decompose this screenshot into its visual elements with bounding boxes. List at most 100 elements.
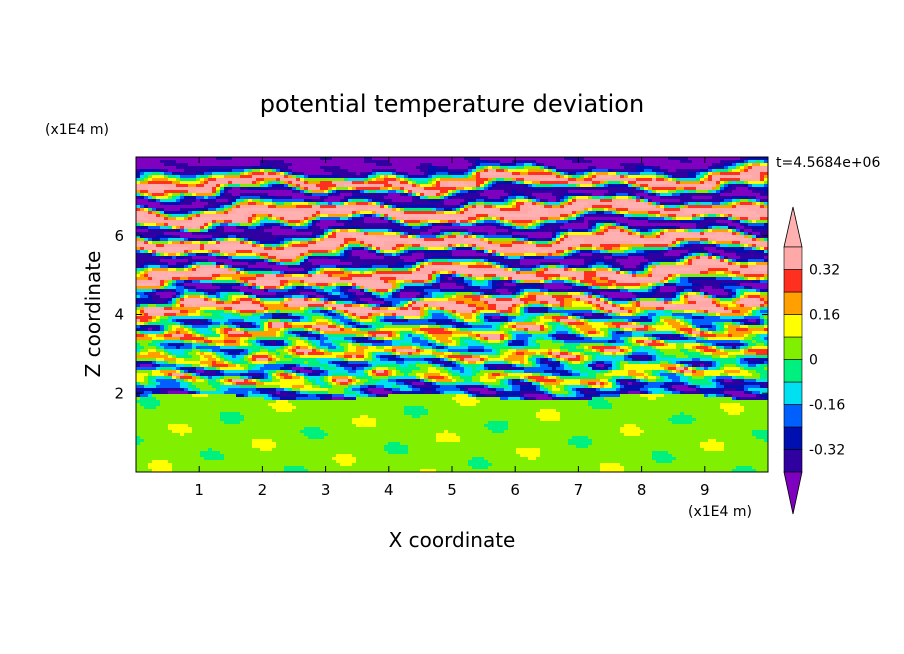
contour-cell [164, 223, 169, 227]
contour-cell [308, 340, 313, 344]
contour-cell [240, 325, 245, 329]
contour-cell [272, 217, 277, 221]
contour-cell [216, 292, 221, 296]
contour-cell [552, 184, 569, 188]
contour-cell [456, 244, 461, 248]
contour-cell [148, 343, 157, 347]
contour-cell [640, 262, 645, 266]
contour-cell [368, 184, 385, 188]
contour-cell [400, 289, 417, 293]
contour-cell [428, 313, 433, 317]
contour-cell [736, 175, 753, 179]
contour-cell [464, 208, 469, 212]
contour-cell [616, 196, 629, 200]
contour-cell [432, 352, 445, 356]
contour-cell [720, 181, 725, 185]
contour-cell [232, 199, 237, 203]
contour-cell [136, 214, 145, 218]
contour-cell [252, 172, 265, 176]
contour-cell [612, 322, 629, 326]
contour-cell [468, 190, 477, 194]
contour-cell [332, 292, 341, 296]
contour-cell [588, 211, 597, 215]
contour-cell [400, 247, 405, 251]
contour-cell [248, 361, 253, 365]
contour-cell [304, 172, 333, 176]
contour-cell [292, 196, 321, 200]
contour-cell [544, 163, 621, 167]
contour-cell [168, 355, 173, 359]
contour-cell [708, 268, 729, 272]
contour-cell [632, 343, 641, 347]
contour-cell [476, 310, 481, 314]
contour-cell [484, 166, 489, 170]
contour-cell [476, 181, 485, 185]
contour-cell [312, 295, 317, 299]
contour-cell [408, 301, 413, 305]
contour-cell [320, 265, 337, 269]
contour-cell [308, 256, 313, 260]
contour-cell [276, 292, 301, 296]
contour-cell [456, 301, 465, 305]
contour-cell [260, 304, 265, 308]
contour-cell [760, 178, 765, 182]
contour-cell [712, 229, 729, 233]
contour-cell [312, 274, 317, 278]
contour-cell [532, 268, 537, 272]
contour-cell [468, 172, 473, 176]
contour-cell [552, 355, 557, 359]
contour-cell [240, 223, 253, 227]
contour-cell [632, 214, 649, 218]
contour-cell [260, 349, 269, 353]
contour-cell [284, 295, 293, 299]
contour-cell [220, 295, 225, 299]
contour-cell [224, 184, 229, 188]
contour-cell [604, 229, 609, 233]
contour-cell [184, 253, 189, 257]
contour-cell [576, 172, 585, 176]
contour-cell [404, 361, 417, 365]
contour-cell [160, 202, 165, 206]
contour-cell [336, 304, 345, 308]
contour-cell [348, 346, 357, 350]
contour-cell [544, 313, 561, 317]
contour-cell [168, 319, 173, 323]
contour-cell [200, 247, 205, 251]
contour-cell [372, 241, 385, 245]
contour-cell [720, 259, 725, 263]
contour-cell [416, 364, 433, 368]
contour-cell [336, 280, 353, 284]
contour-cell [268, 322, 273, 326]
contour-cell [660, 193, 673, 197]
contour-cell [572, 268, 577, 272]
contour-cell [212, 226, 217, 230]
contour-cell [480, 193, 509, 197]
contour-cell [192, 241, 201, 245]
contour-cell [264, 244, 273, 248]
contour-cell [504, 247, 525, 251]
contour-cell [440, 355, 445, 359]
contour-cell [760, 301, 765, 305]
contour-cell [220, 253, 225, 257]
contour-cell [392, 289, 397, 293]
contour-cell [300, 280, 305, 284]
contour-cell [760, 160, 765, 164]
contour-cell [724, 367, 741, 371]
contour-cell [492, 202, 505, 206]
contour-cell [472, 241, 485, 245]
contour-cell [320, 331, 325, 335]
contour-cell [660, 286, 677, 290]
contour-cell [480, 235, 485, 239]
contour-cell [420, 196, 425, 200]
contour-cell [740, 223, 745, 227]
contour-cell [200, 211, 205, 215]
contour-cell [324, 271, 345, 275]
contour-cell [140, 301, 157, 305]
contour-cell [564, 193, 585, 197]
contour-cell [492, 217, 497, 221]
contour-cell [744, 334, 749, 338]
contour-cell [716, 367, 721, 371]
contour-cell [496, 169, 505, 173]
contour-cell [284, 238, 293, 242]
contour-cell [652, 340, 657, 344]
